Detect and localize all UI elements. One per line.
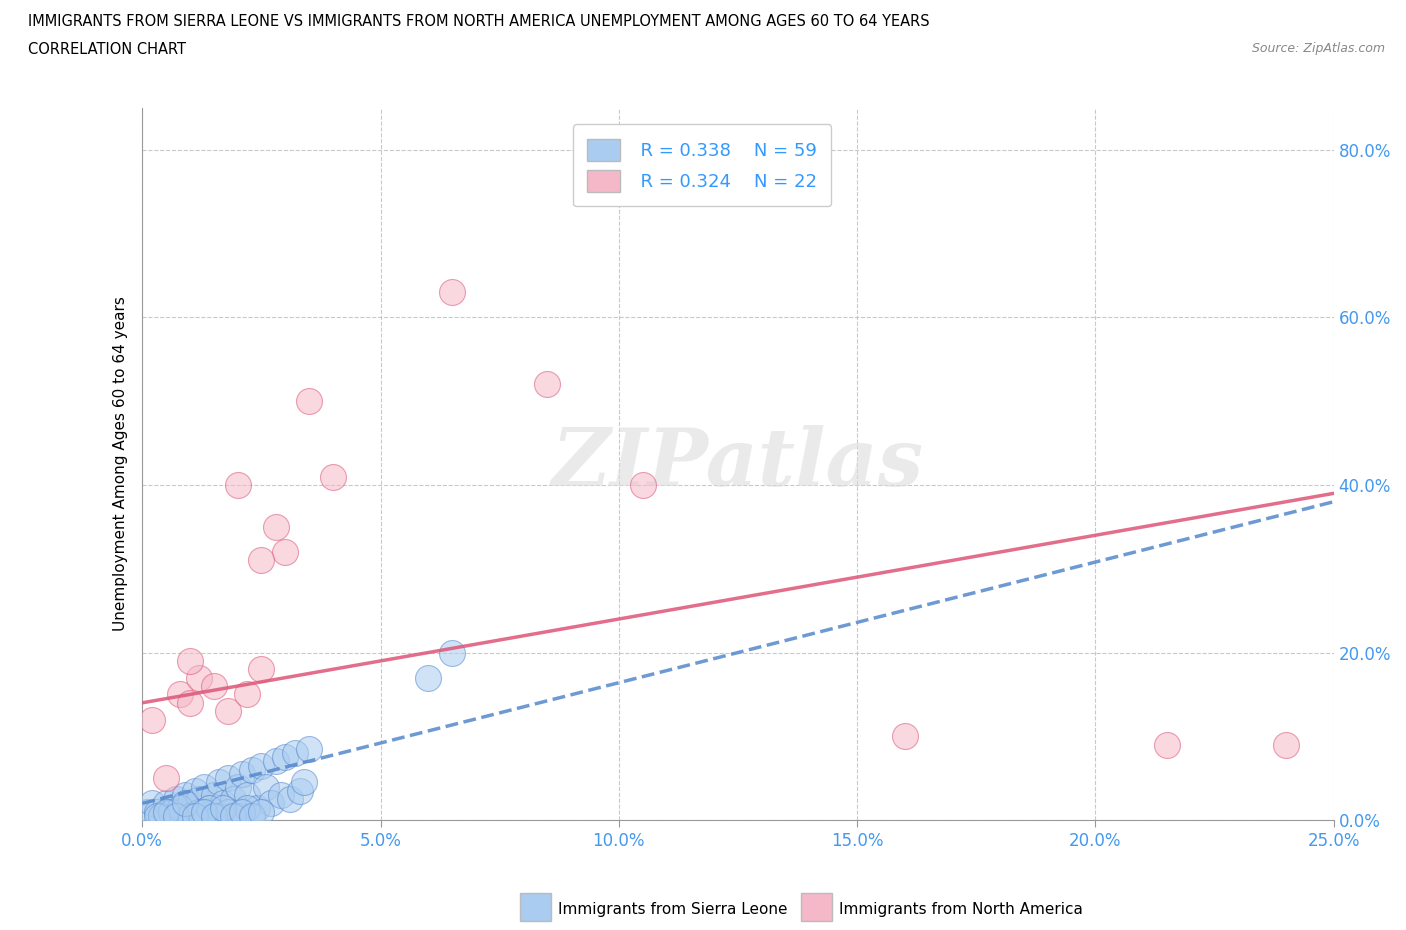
Point	[240, 763, 263, 777]
Point	[246, 800, 269, 815]
Point	[631, 477, 654, 492]
Point	[222, 808, 245, 823]
Point	[141, 712, 163, 727]
Point	[250, 553, 273, 568]
Point	[284, 746, 307, 761]
Point	[250, 804, 273, 819]
Point	[169, 804, 191, 819]
Point	[174, 788, 197, 803]
Point	[198, 800, 221, 815]
Point	[207, 808, 229, 823]
Point	[150, 808, 173, 823]
Point	[183, 808, 205, 823]
Point	[298, 393, 321, 408]
Point	[264, 520, 287, 535]
Point	[260, 796, 283, 811]
Point	[155, 771, 177, 786]
Point	[441, 285, 464, 299]
Point	[217, 704, 239, 719]
Point	[207, 775, 229, 790]
Text: ZIPatlas: ZIPatlas	[553, 425, 924, 503]
Point	[202, 808, 225, 823]
Point	[264, 754, 287, 769]
Point	[193, 779, 215, 794]
Point	[155, 796, 177, 811]
Y-axis label: Unemployment Among Ages 60 to 64 years: Unemployment Among Ages 60 to 64 years	[114, 297, 128, 631]
Point	[274, 750, 297, 764]
Point	[141, 796, 163, 811]
Point	[322, 469, 344, 484]
Point	[212, 796, 235, 811]
Point	[155, 804, 177, 819]
Point	[198, 800, 221, 815]
Point	[298, 741, 321, 756]
Point	[217, 804, 239, 819]
Point	[169, 687, 191, 702]
Point	[188, 804, 211, 819]
Point	[145, 808, 167, 823]
Point	[231, 804, 253, 819]
Point	[240, 808, 263, 823]
Point	[536, 377, 558, 392]
Point	[145, 804, 167, 819]
Point	[222, 791, 245, 806]
Point	[418, 671, 440, 685]
Point	[179, 696, 201, 711]
Point	[893, 729, 915, 744]
Point	[188, 671, 211, 685]
Point	[254, 779, 277, 794]
Point	[236, 788, 259, 803]
Point	[160, 804, 183, 819]
Point	[1156, 737, 1178, 752]
Point	[165, 808, 187, 823]
Point	[274, 545, 297, 560]
Point	[202, 788, 225, 803]
Point	[183, 783, 205, 798]
Point	[270, 788, 292, 803]
Point	[179, 808, 201, 823]
Point	[1275, 737, 1298, 752]
Text: Immigrants from Sierra Leone: Immigrants from Sierra Leone	[558, 902, 787, 917]
Point	[292, 775, 315, 790]
Point	[226, 808, 249, 823]
Point	[212, 800, 235, 815]
Point	[236, 800, 259, 815]
Point	[202, 679, 225, 694]
Point	[217, 771, 239, 786]
Text: CORRELATION CHART: CORRELATION CHART	[28, 42, 186, 57]
Point	[236, 687, 259, 702]
Point	[278, 791, 301, 806]
Point	[250, 758, 273, 773]
Point	[150, 808, 173, 823]
Point	[179, 654, 201, 669]
Text: IMMIGRANTS FROM SIERRA LEONE VS IMMIGRANTS FROM NORTH AMERICA UNEMPLOYMENT AMONG: IMMIGRANTS FROM SIERRA LEONE VS IMMIGRAN…	[28, 14, 929, 29]
Text: Immigrants from North America: Immigrants from North America	[839, 902, 1083, 917]
Point	[288, 783, 311, 798]
Point	[136, 804, 159, 819]
Point	[179, 796, 201, 811]
Point	[160, 800, 183, 815]
Point	[193, 804, 215, 819]
Point	[226, 779, 249, 794]
Point	[226, 477, 249, 492]
Point	[250, 662, 273, 677]
Point	[174, 796, 197, 811]
Legend:   R = 0.338    N = 59,   R = 0.324    N = 22: R = 0.338 N = 59, R = 0.324 N = 22	[574, 124, 831, 206]
Point	[231, 766, 253, 781]
Point	[188, 791, 211, 806]
Point	[165, 791, 187, 806]
Text: Source: ZipAtlas.com: Source: ZipAtlas.com	[1251, 42, 1385, 55]
Point	[441, 645, 464, 660]
Point	[169, 800, 191, 815]
